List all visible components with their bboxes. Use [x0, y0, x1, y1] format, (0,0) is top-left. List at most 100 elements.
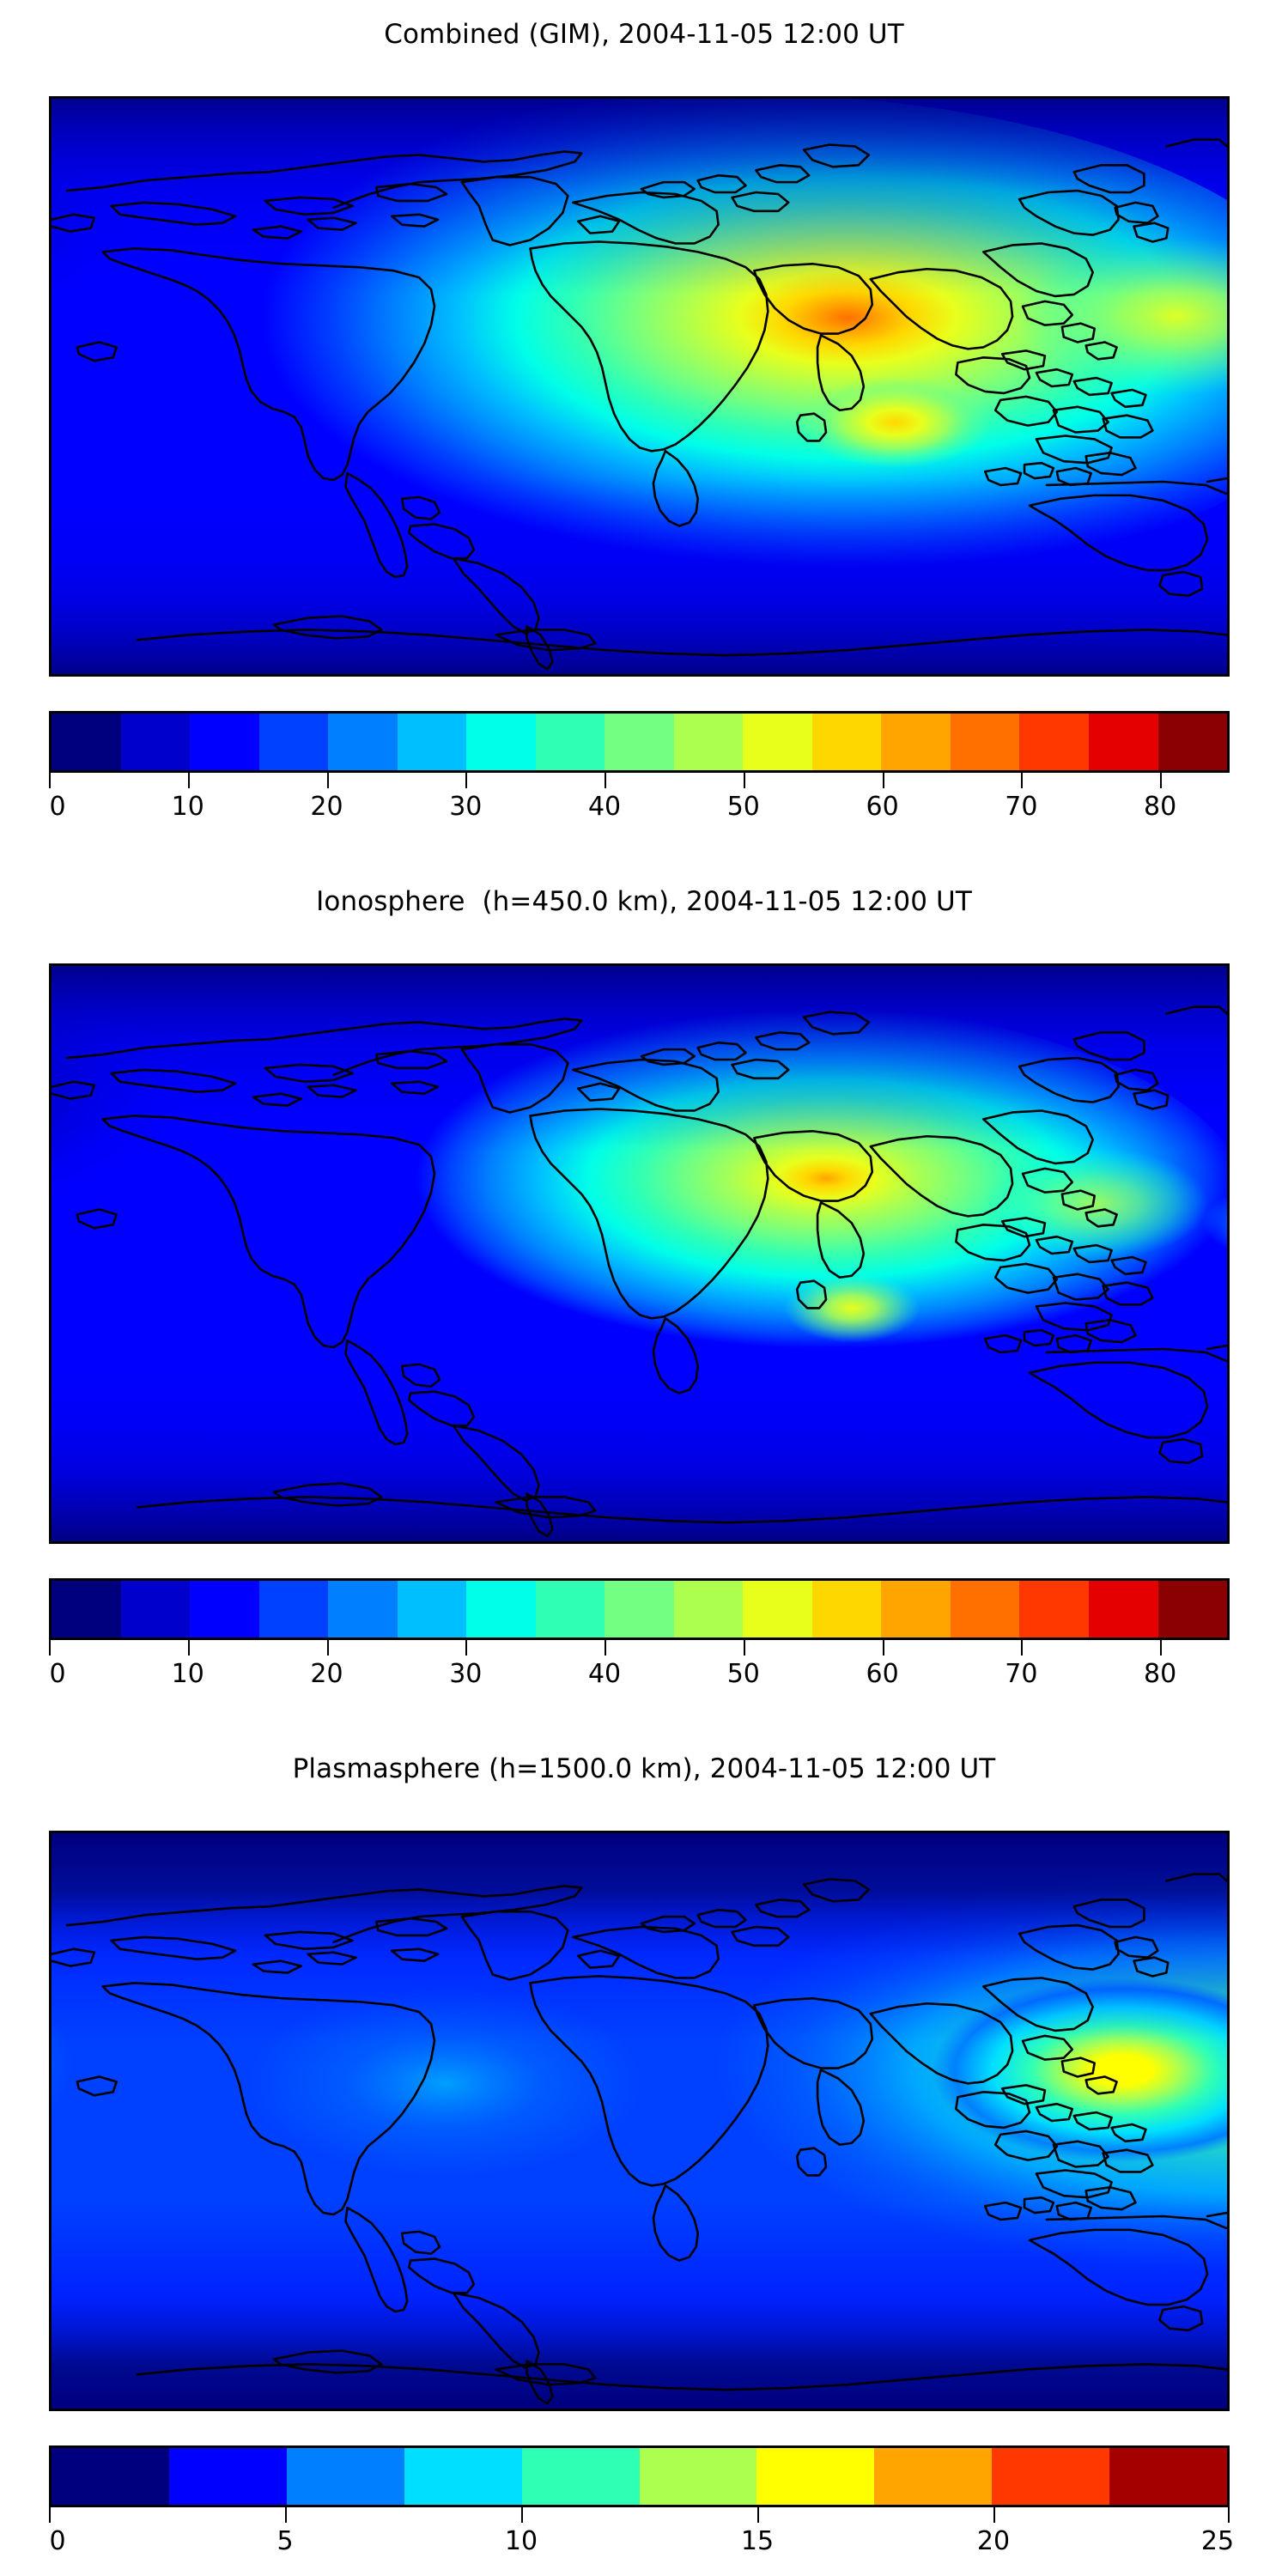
colorbar-band — [673, 1581, 744, 1637]
colorbar-band — [1157, 714, 1228, 770]
colorbar-band — [286, 2448, 404, 2505]
colorbar-band — [535, 1581, 605, 1637]
panel-title-ionosphere: Ionosphere (h=450.0 km), 2004-11-05 12:0… — [316, 886, 972, 917]
colorbar-tick-label: 70 — [1005, 1659, 1038, 1689]
colorbar-tick — [1160, 1640, 1163, 1656]
colorbar-band — [168, 2448, 287, 2505]
colorbar-tick-label: 10 — [504, 2526, 538, 2556]
colorbar-tick — [49, 2507, 51, 2523]
colorbar-tick — [1160, 773, 1163, 788]
panel-title-combined-gim: Combined (GIM), 2004-11-05 12:00 UT — [384, 19, 904, 50]
colorbar-band — [52, 1581, 121, 1637]
colorbar-band — [328, 1581, 398, 1637]
colorbar-tick — [326, 1640, 329, 1656]
colorbar-labels-plasmasphere: 0 5 10 15 20 25 — [49, 2526, 1234, 2566]
colorbar-gradient-combined — [49, 711, 1230, 773]
colorbar-tick-label: 60 — [866, 792, 899, 822]
coastline-layer — [52, 1005, 1227, 1538]
colorbar-band — [1019, 714, 1089, 770]
colorbar-gradient-plasmasphere — [49, 2445, 1230, 2507]
colorbar-band — [1157, 1581, 1228, 1637]
colorbar-tick — [465, 1640, 468, 1656]
colorbar-band — [743, 714, 812, 770]
colorbar-band — [743, 1581, 812, 1637]
colorbar-tick-label: 50 — [726, 792, 760, 822]
colorbar-ionosphere: 0 10 20 30 40 50 60 70 80 — [49, 1578, 1230, 1698]
colorbar-labels-combined: 0 10 20 30 40 50 60 70 80 — [49, 792, 1230, 831]
colorbar-band — [120, 714, 191, 770]
colorbar-tick — [757, 2507, 759, 2523]
colorbar-tick-label: 80 — [1144, 792, 1177, 822]
colorbar-band — [190, 1581, 259, 1637]
colorbar-tick-label: 40 — [587, 792, 622, 822]
colorbar-tick-label: 5 — [276, 2526, 294, 2556]
colorbar-tick — [743, 1640, 745, 1656]
colorbar-band — [605, 1581, 674, 1637]
colorbar-band — [190, 714, 259, 770]
map-canvas-combined — [52, 99, 1227, 674]
colorbar-tick-label: 30 — [449, 1659, 483, 1689]
colorbar-tick-label: 25 — [1200, 2526, 1235, 2556]
colorbar-labels-ionosphere: 0 10 20 30 40 50 60 70 80 — [49, 1659, 1230, 1698]
colorbar-band — [52, 2448, 169, 2505]
colorbar-tick — [743, 773, 745, 788]
colorbar-tick — [326, 773, 329, 788]
colorbar-ticks-ionosphere — [49, 1640, 1230, 1659]
map-combined-gim — [49, 96, 1230, 677]
colorbar-band — [404, 2448, 522, 2505]
colorbar-tick-label: 50 — [726, 1659, 760, 1689]
colorbar-band — [992, 2448, 1110, 2505]
colorbar-band — [1088, 1581, 1158, 1637]
colorbar-ticks-combined — [49, 773, 1230, 792]
colorbar-tick — [605, 1640, 607, 1656]
colorbar-tick-label: 70 — [1005, 792, 1038, 822]
colorbar-band — [397, 714, 467, 770]
colorbar-band — [258, 714, 329, 770]
colorbar-tick-label: 10 — [171, 1659, 204, 1689]
colorbar-band — [811, 1581, 882, 1637]
coastline-layer — [52, 1873, 1227, 2405]
colorbar-tick-label: 40 — [587, 1659, 622, 1689]
colorbar-tick — [49, 773, 51, 788]
map-plasmasphere — [49, 1831, 1230, 2411]
colorbar-band — [881, 714, 951, 770]
colorbar-tick-label: 20 — [310, 792, 343, 822]
colorbar-tick — [882, 773, 884, 788]
colorbar-tick-label: 20 — [976, 2526, 1011, 2556]
colorbar-tick-label: 15 — [740, 2526, 775, 2556]
colorbar-tick — [1021, 1640, 1024, 1656]
colorbar-band — [874, 2448, 993, 2505]
colorbar-combined-gim: 0 10 20 30 40 50 60 70 80 — [49, 711, 1230, 831]
colorbar-tick-label: 60 — [866, 1659, 899, 1689]
colorbar-tick — [1021, 773, 1024, 788]
colorbar-tick — [49, 1640, 51, 1656]
colorbar-tick-label: 80 — [1144, 1659, 1177, 1689]
colorbar-band — [328, 714, 398, 770]
colorbar-band — [605, 714, 674, 770]
colorbar-tick — [605, 773, 607, 788]
colorbar-band — [673, 714, 744, 770]
panel-plasmasphere: Plasmasphere (h=1500.0 km), 2004-11-05 1… — [0, 1735, 1288, 2576]
colorbar-tick — [465, 773, 468, 788]
colorbar-band — [756, 2448, 875, 2505]
colorbar-tick — [993, 2507, 995, 2523]
colorbar-tick-label: 10 — [171, 792, 204, 822]
colorbar-tick — [285, 2507, 287, 2523]
colorbar-tick — [187, 773, 190, 788]
colorbar-tick-label: 0 — [49, 1659, 66, 1689]
colorbar-band — [1019, 1581, 1089, 1637]
colorbar-band — [1109, 2448, 1228, 2505]
colorbar-band — [950, 1581, 1020, 1637]
map-canvas-plasmasphere — [52, 1833, 1227, 2409]
colorbar-band — [120, 1581, 191, 1637]
colorbar-band — [52, 714, 121, 770]
panel-combined-gim: Combined (GIM), 2004-11-05 12:00 UT — [0, 0, 1288, 859]
colorbar-band — [881, 1581, 951, 1637]
colorbar-band — [466, 1581, 536, 1637]
colorbar-plasmasphere: 0 5 10 15 20 25 — [49, 2445, 1234, 2566]
colorbar-ticks-plasmasphere — [49, 2507, 1230, 2526]
panel-title-plasmasphere: Plasmasphere (h=1500.0 km), 2004-11-05 1… — [292, 1753, 996, 1784]
panel-ionosphere: Ionosphere (h=450.0 km), 2004-11-05 12:0… — [0, 867, 1288, 1726]
colorbar-band — [639, 2448, 757, 2505]
